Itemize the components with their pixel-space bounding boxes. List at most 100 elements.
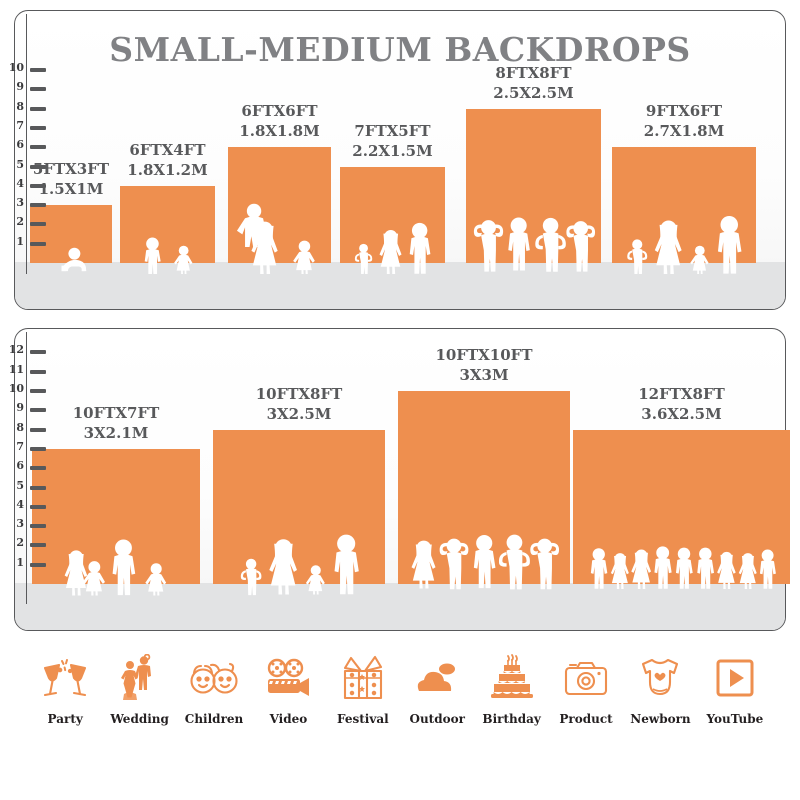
bar-size-label: 9FTX6FT 2.7X1.8M xyxy=(590,101,778,141)
tiered-cake-icon xyxy=(490,650,534,706)
bar-label-meters: 1.8X1.2M xyxy=(127,160,208,179)
bar-size-label: 7FTX5FT 2.2X1.5M xyxy=(318,121,467,161)
y-axis-tick xyxy=(30,389,46,393)
bar-label-feet: 6FTX4FT xyxy=(129,140,206,159)
bar-label-feet: 6FTX6FT xyxy=(241,102,318,121)
play-button-icon xyxy=(716,650,754,706)
backdrop-size-bar[interactable] xyxy=(573,429,790,584)
use-case-label: Party xyxy=(47,712,83,726)
bar-size-label: 10FTX7FT 3X2.1M xyxy=(10,403,222,443)
baby-onesie-icon xyxy=(638,650,682,706)
y-axis-tick-label: 5 xyxy=(16,478,24,492)
y-axis-spine xyxy=(26,332,27,604)
use-case-label: Outdoor xyxy=(409,712,465,726)
bar-size-label: 10FTX10FT 3X3M xyxy=(376,345,592,385)
bar-label-feet: 10FTX10FT xyxy=(435,346,533,364)
backdrop-size-bar[interactable] xyxy=(398,391,570,584)
bar-label-meters: 2.5X2.5M xyxy=(493,83,574,102)
bar-label-feet: 9FTX6FT xyxy=(645,102,723,121)
use-case-item-wedding[interactable]: Wedding xyxy=(102,650,176,726)
use-case-label: Newborn xyxy=(630,712,691,726)
chart-floor-band xyxy=(15,583,785,630)
y-axis-tick xyxy=(30,543,46,548)
y-axis-tick-label: 2 xyxy=(16,536,24,550)
y-axis-tick-label: 10 xyxy=(8,382,24,395)
y-axis-tick xyxy=(30,145,46,150)
bar-label-meters: 2.2X1.5M xyxy=(352,141,433,160)
y-axis-tick xyxy=(30,87,46,92)
bar-label-meters: 3X2.5M xyxy=(266,404,332,423)
y-axis-tick xyxy=(30,68,46,72)
y-axis-tick-label: 1 xyxy=(16,555,24,569)
bar-size-label: 6FTX4FT 1.8X1.2M xyxy=(98,140,237,180)
backdrop-size-bar[interactable] xyxy=(213,429,385,584)
bar-label-meters: 3.6X2.5M xyxy=(641,404,722,423)
two-kid-faces-icon xyxy=(188,650,240,706)
bar-size-label: 5FTX3FT 1.5X1M xyxy=(8,159,134,199)
y-axis-tick-label: 1 xyxy=(16,234,24,248)
use-case-label: Festival xyxy=(336,712,389,726)
y-axis-tick xyxy=(30,203,46,208)
page-title: SMALL-MEDIUM BACKDROPS xyxy=(109,30,691,69)
backdrop-size-bar[interactable] xyxy=(120,185,215,263)
use-case-item-youtube[interactable]: YouTube xyxy=(698,650,772,726)
use-case-item-birthday[interactable]: Birthday xyxy=(474,650,548,726)
y-axis-tick xyxy=(30,562,46,567)
use-case-item-party[interactable]: Party xyxy=(28,650,102,726)
bar-label-feet: 7FTX5FT xyxy=(354,121,431,140)
y-axis-tick xyxy=(30,106,46,111)
bar-label-meters: 3X2.1M xyxy=(83,423,149,442)
y-axis-tick-label: 7 xyxy=(16,439,24,453)
y-axis-tick-label: 8 xyxy=(16,420,24,434)
bar-label-feet: 10FTX7FT xyxy=(72,403,160,422)
y-axis-tick-label: 8 xyxy=(16,99,24,113)
y-axis-tick xyxy=(30,466,46,471)
use-case-item-product[interactable]: Product xyxy=(549,650,623,726)
bar-label-feet: 10FTX8FT xyxy=(255,384,343,403)
bar-size-label: 6FTX6FT 1.8X1.8M xyxy=(206,101,353,141)
use-case-item-festival[interactable]: Festival xyxy=(326,650,400,726)
y-axis-chart-2: 1 2 3 4 5 6 7 8 9 10 11 12 xyxy=(0,332,60,604)
y-axis-tick-label: 6 xyxy=(16,459,24,473)
y-axis-tick-label: 6 xyxy=(16,138,24,152)
bar-size-label: 12FTX8FT 3.6X2.5M xyxy=(551,384,800,424)
use-case-icon-strip: Party Wedding Children Video Festival Outdoor… xyxy=(14,650,786,765)
y-axis-tick-label: 7 xyxy=(16,118,24,132)
bar-label-feet: 8FTX8FT xyxy=(495,63,572,82)
y-axis-spine xyxy=(26,14,27,274)
y-axis-tick-label: 9 xyxy=(16,401,24,415)
y-axis-tick xyxy=(30,183,46,188)
wedding-couple-icon xyxy=(118,650,162,706)
bar-label-feet: 5FTX3FT xyxy=(32,160,110,179)
use-case-label: Product xyxy=(559,712,613,726)
cloud-tree-icon xyxy=(415,650,459,706)
y-axis-tick-label: 5 xyxy=(16,157,24,171)
y-axis-tick xyxy=(30,485,46,490)
use-case-label: YouTube xyxy=(706,712,764,726)
movie-camera-icon xyxy=(264,650,312,706)
use-case-item-newborn[interactable]: Newborn xyxy=(623,650,697,726)
y-axis-tick-label: 11 xyxy=(8,362,24,376)
use-case-item-children[interactable]: Children xyxy=(177,650,251,726)
bar-size-label: 8FTX8FT 2.5X2.5M xyxy=(444,63,623,103)
use-case-item-video[interactable]: Video xyxy=(251,650,325,726)
gift-box-icon xyxy=(341,650,385,706)
use-case-item-outdoor[interactable]: Outdoor xyxy=(400,650,474,726)
clinking-glasses-icon xyxy=(42,650,88,706)
y-axis-tick xyxy=(30,504,46,509)
use-case-label: Wedding xyxy=(110,712,169,726)
y-axis-tick-label: 12 xyxy=(8,343,24,357)
y-axis-chart-1: 1 2 3 4 5 6 7 8 9 10 xyxy=(0,14,60,274)
y-axis-tick-label: 3 xyxy=(16,517,24,531)
y-axis-tick xyxy=(30,164,46,169)
y-axis-tick xyxy=(30,427,46,432)
y-axis-tick xyxy=(30,408,46,413)
use-case-label: Children xyxy=(184,712,244,726)
y-axis-tick-label: 9 xyxy=(16,80,24,94)
y-axis-tick xyxy=(30,125,46,130)
y-axis-tick-label: 3 xyxy=(16,196,24,210)
y-axis-tick xyxy=(30,241,46,246)
y-axis-tick xyxy=(30,446,46,451)
